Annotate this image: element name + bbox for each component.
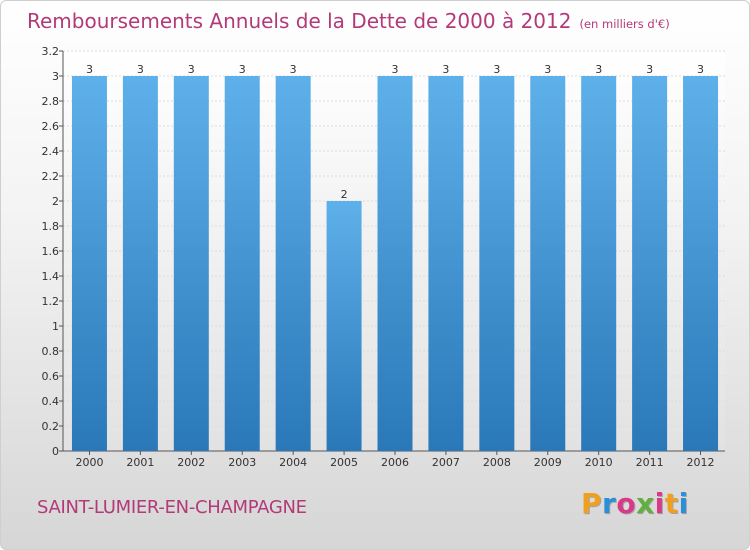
x-tick-label: 2010 [585, 456, 613, 469]
y-tick-label: 2.8 [42, 95, 60, 108]
data-label: 3 [646, 63, 653, 76]
y-tick-label: 0.8 [42, 345, 60, 358]
y-tick-label: 1.8 [42, 220, 60, 233]
data-label: 3 [544, 63, 551, 76]
y-tick-label: 1.4 [42, 270, 60, 283]
y-tick-label: 3 [52, 70, 59, 83]
x-tick-label: 2011 [636, 456, 664, 469]
data-label: 3 [137, 63, 144, 76]
unit-note: (en milliers d'€) [579, 17, 670, 31]
y-tick-label: 1.2 [42, 295, 60, 308]
logo-letter: r [602, 487, 617, 520]
x-tick-label: 2007 [432, 456, 460, 469]
logo-letter: x [636, 487, 655, 520]
data-label: 3 [239, 63, 246, 76]
bar [71, 76, 107, 451]
x-tick-label: 2009 [534, 456, 562, 469]
y-tick-label: 0.6 [42, 370, 60, 383]
x-tick-label: 2003 [228, 456, 256, 469]
y-tick-label: 1.6 [42, 245, 60, 258]
bar [224, 76, 260, 451]
bar [428, 76, 464, 451]
y-tick-label: 0.2 [42, 420, 60, 433]
x-tick-label: 2000 [75, 456, 103, 469]
x-tick-label: 2012 [687, 456, 715, 469]
logo-letter: i [678, 487, 689, 520]
logo-letter: P [581, 487, 603, 520]
y-tick-label: 0 [52, 445, 59, 458]
bar [632, 76, 668, 451]
bar [479, 76, 515, 451]
data-label: 3 [442, 63, 449, 76]
proxiti-logo: Proxiti [581, 487, 689, 520]
bar [122, 76, 158, 451]
bar [683, 76, 719, 451]
x-tick-label: 2005 [330, 456, 358, 469]
bar [530, 76, 566, 451]
x-tick-label: 2002 [177, 456, 205, 469]
data-label: 3 [392, 63, 399, 76]
x-tick-label: 2008 [483, 456, 511, 469]
y-tick-label: 0.4 [42, 395, 60, 408]
y-tick-label: 2.6 [42, 120, 60, 133]
data-label: 3 [86, 63, 93, 76]
logo-letter: i [654, 487, 665, 520]
y-tick-label: 2.2 [42, 170, 60, 183]
bar [377, 76, 413, 451]
data-label: 3 [493, 63, 500, 76]
chart-title: Remboursements Annuels de la Dette de 20… [27, 9, 670, 33]
y-tick-label: 2 [52, 195, 59, 208]
x-tick-label: 2006 [381, 456, 409, 469]
y-tick-label: 2.4 [42, 145, 60, 158]
data-label: 3 [697, 63, 704, 76]
commune-name: SAINT-LUMIER-EN-CHAMPAGNE [37, 497, 307, 518]
bar [326, 201, 362, 451]
y-tick-label: 3.2 [42, 45, 60, 58]
data-label: 3 [290, 63, 297, 76]
logo-letter: t [664, 487, 679, 520]
x-tick-label: 2004 [279, 456, 307, 469]
data-label: 2 [341, 188, 348, 201]
y-tick-label: 1 [52, 320, 59, 333]
bar [275, 76, 311, 451]
data-label: 3 [188, 63, 195, 76]
logo-letter: o [616, 487, 637, 520]
bar [581, 76, 617, 451]
data-label: 3 [595, 63, 602, 76]
bar [173, 76, 209, 451]
x-tick-label: 2001 [126, 456, 154, 469]
